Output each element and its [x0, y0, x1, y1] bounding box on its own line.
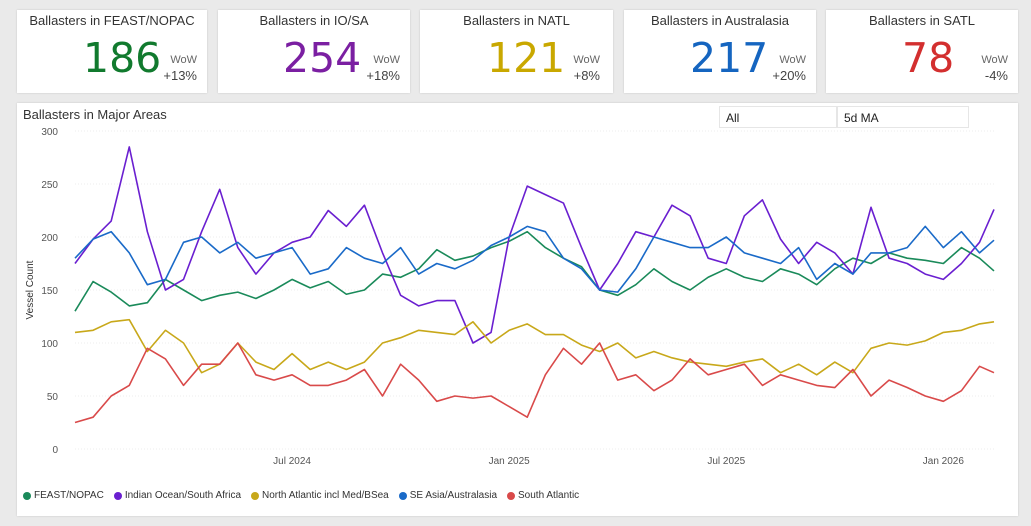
kpi-title: Ballasters in SATL [869, 13, 975, 28]
kpi-title: Ballasters in FEAST/NOPAC [29, 13, 195, 28]
legend-label: South Atlantic [518, 490, 580, 501]
kpi-title: Ballasters in NATL [463, 13, 570, 28]
kpi-value: 121 [487, 34, 566, 82]
legend-marker [398, 491, 407, 500]
kpi-wow-value: +8% [573, 68, 600, 83]
legend-item[interactable]: South Atlantic [507, 490, 579, 501]
kpi-wow-label: WoW [981, 54, 1008, 66]
y-tick-label: 150 [41, 286, 58, 297]
legend-item[interactable]: Indian Ocean/South Africa [113, 490, 242, 501]
y-axis-label: Vessel Count [25, 260, 36, 319]
kpi-wow-value: +20% [772, 68, 806, 83]
series-line-south-atlantic [74, 342, 995, 424]
kpi-value: 186 [83, 34, 162, 82]
x-tick-label: Jan 2025 [489, 456, 531, 467]
kpi-wow-label: WoW [573, 54, 600, 66]
kpi-feast: Ballasters in FEAST/NOPAC 186 WoW +13% [17, 10, 207, 93]
smoothing-slicer[interactable]: 5d MA [837, 106, 969, 128]
x-tick-label: Jan 2026 [923, 456, 965, 467]
kpi-wow-label: WoW [779, 54, 806, 66]
legend-item[interactable]: North Atlantic incl Med/BSea [251, 490, 389, 501]
series-line-indian-ocean-south-africa [74, 146, 995, 344]
kpi-satl: Ballasters in SATL 78 WoW -4% [826, 10, 1018, 93]
kpi-io-sa: Ballasters in IO/SA 254 WoW +18% [218, 10, 410, 93]
y-tick-label: 100 [41, 339, 58, 350]
legend-marker [23, 491, 31, 500]
legend-label: FEAST/NOPAC [34, 490, 104, 501]
y-tick-label: 50 [47, 392, 59, 403]
y-tick-label: 0 [52, 445, 58, 456]
kpi-wow-label: WoW [373, 54, 400, 66]
y-tick-label: 200 [41, 233, 58, 244]
kpi-wow-value: -4% [984, 68, 1008, 83]
kpi-australasia: Ballasters in Australasia 217 WoW +20% [624, 10, 816, 93]
y-tick-label: 300 [41, 127, 58, 138]
series-line-north-atlantic-incl-med-bsea [74, 318, 995, 376]
legend-marker [251, 491, 260, 500]
chart-panel: 0 50 100 150 200 250 300 Jul 2024 Jan 2025 Jul 20… [17, 103, 1018, 516]
legend-marker [507, 491, 516, 500]
kpi-title: Ballasters in IO/SA [259, 13, 369, 28]
kpi-title: Ballasters in Australasia [650, 13, 789, 28]
legend-label: SE Asia/Australasia [409, 490, 498, 501]
y-tick-label: 250 [41, 180, 58, 191]
kpi-value: 78 [902, 34, 955, 82]
series-line-se-asia-australasia [74, 225, 995, 293]
chart-legend: FEAST/NOPAC Indian Ocean/South Africa Nort… [23, 490, 579, 501]
legend-marker [113, 491, 122, 500]
kpi-value: 217 [690, 34, 769, 82]
period-slicer[interactable]: All [719, 106, 837, 128]
kpi-wow-value: +18% [366, 68, 400, 83]
x-tick-label: Jul 2024 [273, 456, 311, 467]
legend-item[interactable]: FEAST/NOPAC [23, 490, 104, 501]
line-chart: 0 50 100 150 200 250 300 Jul 2024 Jan 2025 Jul 20… [25, 127, 995, 467]
legend-label: Indian Ocean/South Africa [124, 490, 242, 501]
legend-label: North Atlantic incl Med/BSea [262, 490, 389, 501]
kpi-value: 254 [283, 34, 362, 82]
chart-title: Ballasters in Major Areas [23, 107, 167, 122]
kpi-natl: Ballasters in NATL 121 WoW +8% [420, 10, 613, 93]
x-tick-label: Jul 2025 [707, 456, 745, 467]
kpi-wow-value: +13% [163, 68, 197, 83]
kpi-wow-label: WoW [170, 54, 197, 66]
legend-item[interactable]: SE Asia/Australasia [398, 490, 498, 501]
